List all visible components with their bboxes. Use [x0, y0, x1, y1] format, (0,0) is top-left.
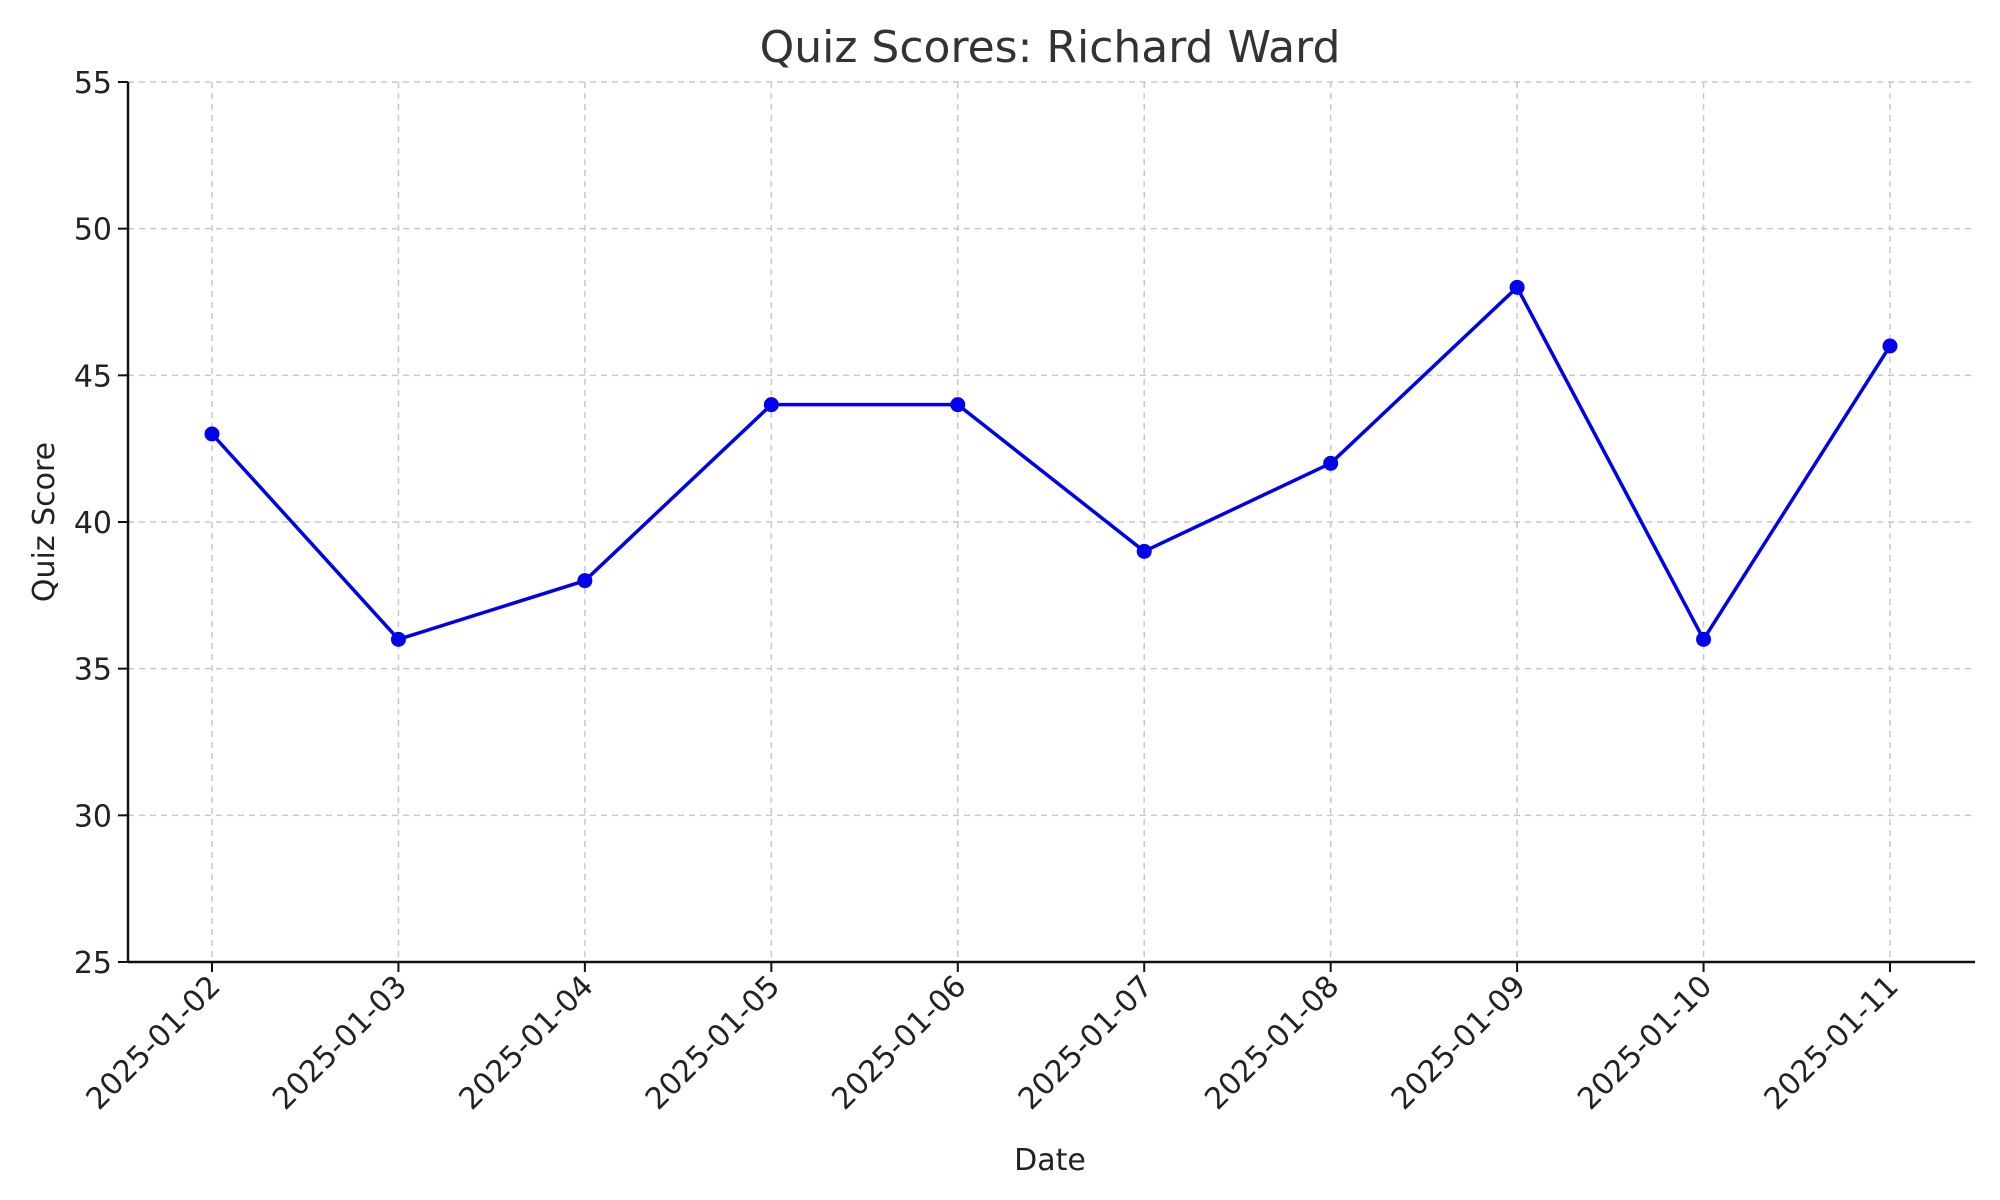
- x-tick-label: 2025-01-03: [266, 969, 414, 1117]
- data-point: [577, 573, 593, 589]
- x-tick-label: 2025-01-02: [80, 969, 228, 1117]
- series-line: [210, 285, 1892, 642]
- x-tick-label: 2025-01-06: [825, 969, 973, 1117]
- data-point: [763, 397, 779, 413]
- y-axis-label: Quiz Score: [27, 442, 62, 602]
- grid: [128, 81, 1975, 962]
- data-point: [390, 631, 406, 647]
- tick-labels: 25 30 35 40 45 50 55 2025-01-02 2025-01-03 2025-0…: [74, 66, 1906, 1117]
- data-point: [1323, 455, 1339, 471]
- axes: [118, 81, 1975, 972]
- x-tick-label: 2025-01-09: [1385, 969, 1533, 1117]
- x-tick-label: 2025-01-04: [453, 969, 601, 1117]
- series: [204, 279, 1898, 647]
- y-tick-label: 55: [74, 66, 112, 101]
- data-point: [1509, 279, 1525, 295]
- y-tick-label: 45: [74, 359, 112, 394]
- x-tick-label: 2025-01-07: [1012, 969, 1160, 1117]
- y-tick-label: 35: [74, 653, 112, 688]
- y-tick-label: 50: [74, 213, 112, 248]
- data-point: [950, 397, 966, 413]
- data-point: [1696, 631, 1712, 647]
- y-tick-label: 25: [74, 946, 112, 981]
- data-point: [204, 426, 220, 442]
- x-axis-label: Date: [1014, 1143, 1086, 1178]
- x-tick-label: 2025-01-10: [1571, 969, 1719, 1117]
- x-tick-label: 2025-01-05: [639, 969, 787, 1117]
- data-point: [1136, 543, 1152, 559]
- x-tick-label: 2025-01-08: [1198, 969, 1346, 1117]
- y-tick-label: 40: [74, 506, 112, 541]
- y-tick-label: 30: [74, 799, 112, 834]
- chart-title: Quiz Scores: Richard Ward: [760, 22, 1341, 73]
- data-point: [1882, 338, 1898, 354]
- x-tick-label: 2025-01-11: [1758, 969, 1906, 1117]
